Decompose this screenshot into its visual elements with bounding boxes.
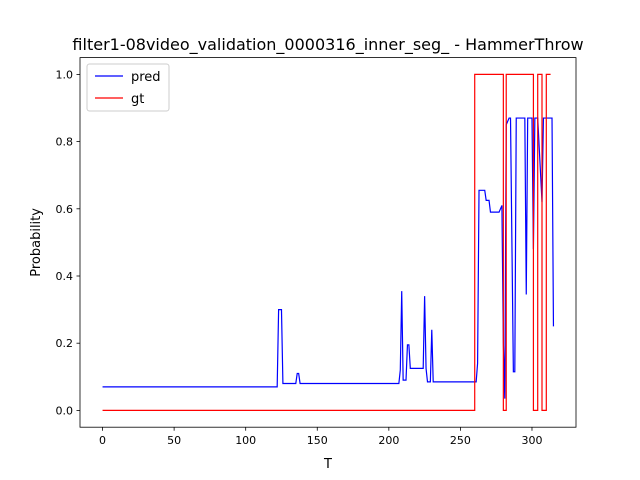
x-tick-label: 300 [521,434,542,447]
series-line-gt [102,73,551,411]
y-tick-label: 1.0 [56,68,74,81]
legend-label-gt: gt [131,92,144,107]
y-tick-label: 0.6 [56,203,74,216]
y-tick-label: 0.4 [56,270,74,283]
y-ticks: 0.0 0.2 0.4 0.6 0.8 1.0 [56,68,80,417]
legend: pred gt [86,63,170,112]
x-tick-label: 0 [99,434,106,447]
axes-frame [79,57,577,428]
chart-title: filter1-08video_validation_0000316_inner… [72,35,583,55]
y-tick-label: 0.2 [56,337,74,350]
series-layer [102,73,555,411]
x-tick-label: 200 [378,434,399,447]
x-ticks: 0 50 100 150 200 250 300 [99,427,542,447]
y-tick-label: 0.0 [56,404,74,417]
axes-background [80,57,576,428]
legend-label-pred: pred [131,70,161,85]
x-tick-label: 150 [307,434,328,447]
x-tick-label: 100 [235,434,256,447]
y-tick-label: 0.8 [56,136,74,149]
series-line-pred [102,117,555,399]
y-axis-label: Probability [29,208,44,277]
x-tick-label: 250 [450,434,471,447]
plot-area: 0 50 100 150 200 250 300 0.0 0.2 0.4 0.6 0.8 1.0 [56,57,577,447]
x-axis-label: T [323,457,332,472]
x-tick-label: 50 [167,434,181,447]
